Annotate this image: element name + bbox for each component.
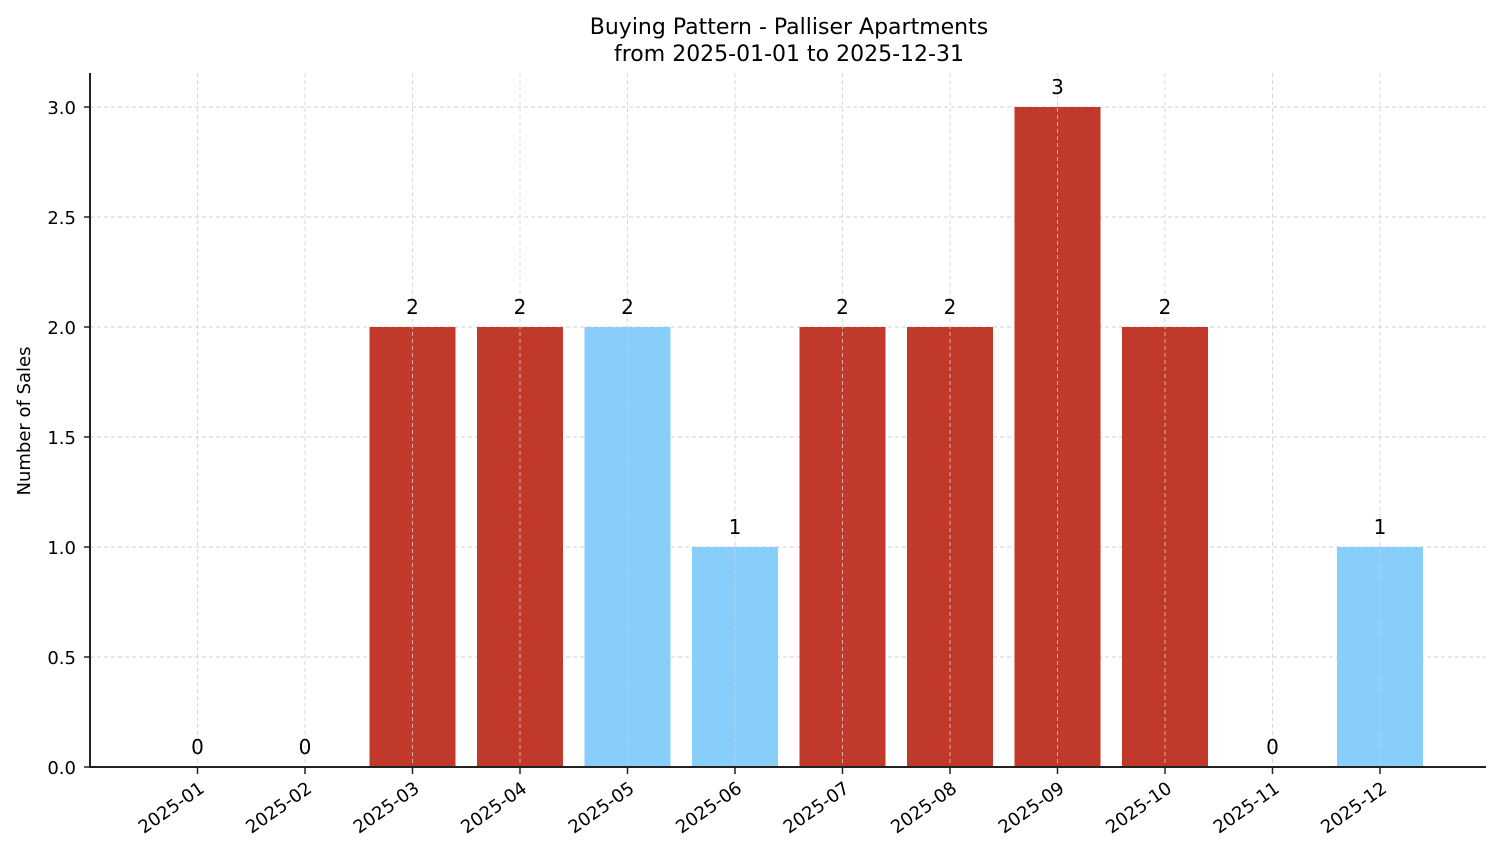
x-tick-label: 2025-05: [565, 778, 639, 838]
data-label: 0: [1266, 735, 1279, 759]
data-label: 2: [836, 295, 849, 319]
data-label: 0: [191, 735, 204, 759]
data-label: 2: [1159, 295, 1172, 319]
x-tick-label: 2025-11: [1210, 778, 1284, 838]
vertical-gridlines: [197, 73, 1381, 767]
x-tick-label: 2025-03: [350, 778, 424, 838]
data-label: 1: [1374, 515, 1387, 539]
chart-subtitle: from 2025-01-01 to 2025-12-31: [614, 42, 964, 67]
y-tick-label: 2.5: [47, 208, 76, 229]
data-labels: 0 0 2 2 2 1 2 2 3 2 0 1: [191, 75, 1386, 759]
x-tick-label: 2025-09: [995, 778, 1069, 838]
data-label: 3: [1051, 75, 1064, 99]
data-label: 0: [299, 735, 312, 759]
data-label: 2: [406, 295, 419, 319]
y-tick-label: 1.5: [47, 428, 76, 449]
bar-2025-03: [369, 327, 456, 767]
x-tick-label: 2025-06: [672, 778, 746, 838]
x-axis-ticks: 2025-01 2025-02 2025-03 2025-04 2025-05 2025-…: [135, 767, 1391, 838]
x-tick-label: 2025-07: [780, 778, 854, 838]
y-tick-label: 2.0: [47, 318, 76, 339]
x-tick-label: 2025-10: [1102, 778, 1176, 838]
bar-2025-07: [799, 327, 886, 767]
data-label: 1: [729, 515, 742, 539]
y-tick-label: 1.0: [47, 538, 76, 559]
gridlines: [90, 106, 1486, 768]
x-tick-label: 2025-04: [457, 778, 531, 838]
bar-2025-04: [477, 327, 563, 767]
y-axis-ticks: 0.0 0.5 1.0 1.5 2.0 2.5 3.0: [47, 98, 90, 779]
x-tick-label: 2025-02: [242, 778, 316, 838]
x-tick-label: 2025-08: [887, 778, 961, 838]
data-label: 2: [944, 295, 957, 319]
x-tick-label: 2025-01: [135, 778, 209, 838]
data-label: 2: [621, 295, 634, 319]
y-tick-label: 0.5: [47, 648, 76, 669]
bar-2025-05: [584, 327, 671, 767]
y-tick-label: 0.0: [47, 758, 76, 779]
x-tick-label: 2025-12: [1317, 778, 1391, 838]
y-axis-label: Number of Sales: [14, 346, 35, 495]
y-tick-label: 3.0: [47, 98, 76, 119]
data-label: 2: [514, 295, 527, 319]
chart-title: Buying Pattern - Palliser Apartments: [590, 15, 988, 40]
bar-2025-08: [907, 327, 993, 767]
bar-2025-10: [1122, 327, 1208, 767]
